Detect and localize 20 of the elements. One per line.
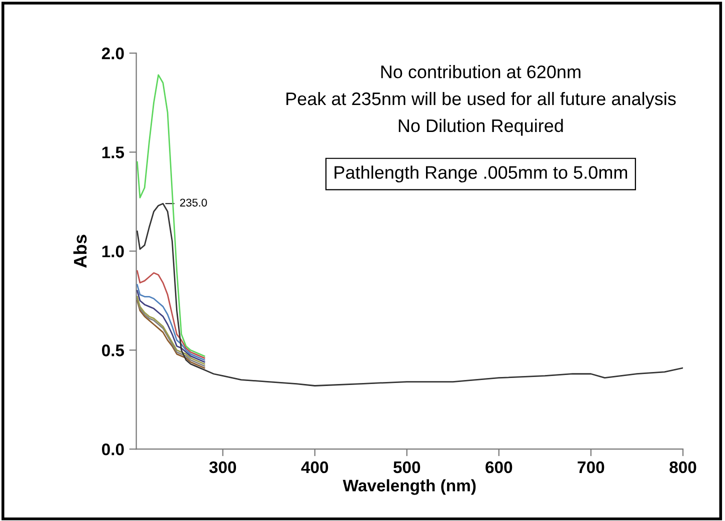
x-tick-label: 800 [670,461,696,474]
annotation: Peak at 235nm will be used for all future analysis [286,92,676,109]
annotation: No Dilution Required [398,118,563,136]
x-tick-label: 500 [393,461,420,474]
y-tick-label: 0.5 [102,344,124,356]
x-axis-title: Wavelength (nm) [342,479,476,495]
line-series [136,74,206,357]
annotation: 235.0 [180,198,207,207]
x-tick-label: 700 [578,461,604,474]
y-tick-label: 1.0 [102,246,124,258]
line-series [136,270,206,359]
y-axis-title: Abs [73,234,87,268]
annotation: Pathlength Range .005mm to 5.0mm [334,166,628,182]
x-tick-label: 300 [209,461,236,474]
annotation: No contribution at 620nm [381,65,580,78]
x-tick-label: 400 [301,461,328,474]
y-tick-label: 0.0 [102,444,124,456]
y-tick-label: 2.0 [102,48,124,60]
y-tick-label: 1.5 [102,146,124,158]
x-tick-label: 600 [486,461,512,474]
